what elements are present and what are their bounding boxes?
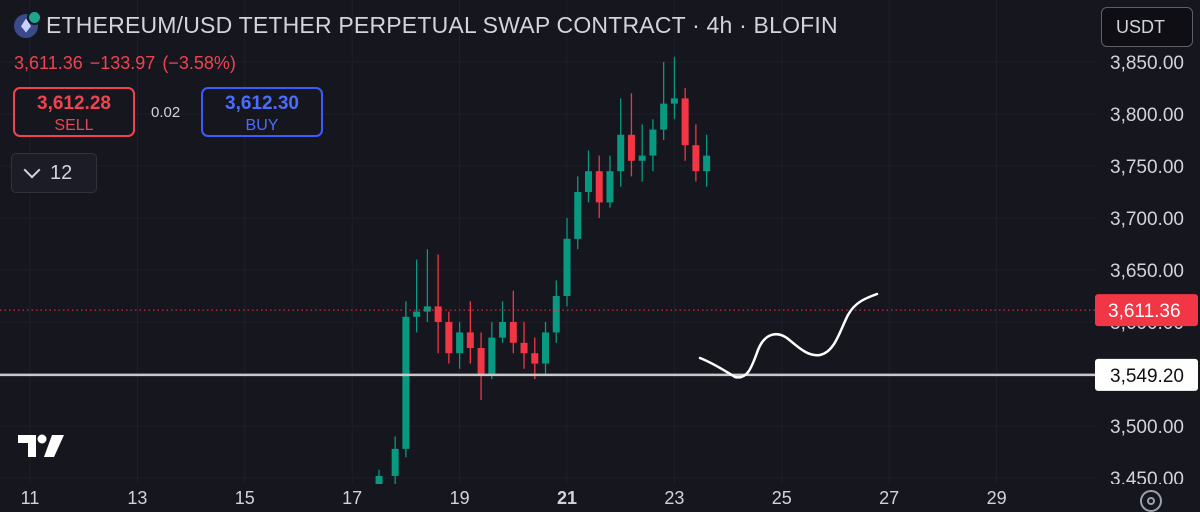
indicators-toggle[interactable]: 12 [11,153,97,193]
candle-body[interactable] [488,337,496,374]
candle-body[interactable] [445,322,453,354]
x-tick-label: 27 [879,488,899,508]
candle-body[interactable] [477,348,485,374]
buy-label: BUY [245,117,279,134]
last-price-tag [1095,294,1198,327]
x-tick-label: 25 [772,488,792,508]
sell-button[interactable]: 3,612.28 SELL [13,87,135,137]
candle-body[interactable] [552,296,560,333]
y-tick-label: 3,800.00 [1110,105,1184,126]
candle-body[interactable] [509,322,517,343]
candle-body[interactable] [456,332,464,354]
candle-body[interactable] [681,98,689,146]
level-tag-label: 3,549.20 [1110,366,1184,387]
candle-body[interactable] [499,322,507,338]
candle-body[interactable] [563,238,571,296]
x-tick-label: 29 [987,488,1007,508]
symbol-title[interactable]: ETHEREUM/USD TETHER PERPETUAL SWAP CONTR… [46,12,838,38]
x-tick-label: 21 [557,488,577,508]
buy-price: 3,612.30 [225,93,299,114]
x-tick-label: 15 [235,488,255,508]
candle-body[interactable] [627,134,635,161]
y-tick-label: 3,700.00 [1110,209,1184,230]
settings-icon[interactable] [1140,490,1162,512]
candle-body[interactable] [638,155,646,161]
ethereum-icon [14,9,42,38]
chevron-down-icon [23,161,41,179]
candle-body[interactable] [520,342,528,354]
candle-body[interactable] [413,311,421,317]
candle-body[interactable] [402,316,410,449]
candle-body[interactable] [531,353,539,364]
y-tick-label: 3,500.00 [1110,417,1184,438]
candle-body[interactable] [423,306,431,312]
last-price-tag-label: 3,611.36 [1108,301,1181,322]
price-change-pct: (−3.58%) [162,53,236,73]
candle-body[interactable] [617,134,625,172]
candle-body[interactable] [574,192,582,239]
last-price: 3,611.36 [14,53,83,73]
price-change: −133.97 [89,53,156,73]
price-scale[interactable] [1095,0,1200,484]
candle-body[interactable] [542,332,550,364]
level-tag [1095,358,1198,391]
sell-label: SELL [54,117,94,134]
y-tick-label: 3,650.00 [1110,261,1184,282]
sell-price: 3,612.28 [37,93,111,114]
candle-body[interactable] [703,155,711,172]
candle-body[interactable] [606,171,614,203]
x-tick-label: 11 [21,488,40,508]
spread-value: 0.02 [151,104,181,121]
candle-body[interactable] [375,475,383,489]
indicators-count: 12 [50,161,73,184]
tradingview-logo[interactable] [18,433,70,459]
candle-body[interactable] [692,145,700,172]
currency-button[interactable]: USDT [1101,7,1193,47]
candle-body[interactable] [584,171,592,192]
x-tick-label: 13 [127,488,147,508]
y-tick-label: 3,750.00 [1110,157,1184,178]
x-tick-label: 23 [664,488,684,508]
hand-drawn-projection[interactable] [698,292,879,379]
candle-body[interactable] [595,171,603,203]
candle-body[interactable] [466,332,474,348]
candle-body[interactable] [649,129,657,156]
candle-body[interactable] [670,98,678,104]
price-summary: 3,611.36 −133.97 (−3.58%) [14,53,243,74]
y-tick-label: 3,850.00 [1110,53,1184,74]
candle-body[interactable] [660,103,668,130]
candle-body[interactable] [391,448,399,476]
chart-header: ETHEREUM/USD TETHER PERPETUAL SWAP CONTR… [14,9,838,39]
time-scale[interactable] [0,484,1200,508]
x-tick-label: 17 [342,488,362,508]
candle-body[interactable] [434,306,442,322]
x-tick-label: 19 [450,488,470,508]
buy-button[interactable]: 3,612.30 BUY [201,87,323,137]
